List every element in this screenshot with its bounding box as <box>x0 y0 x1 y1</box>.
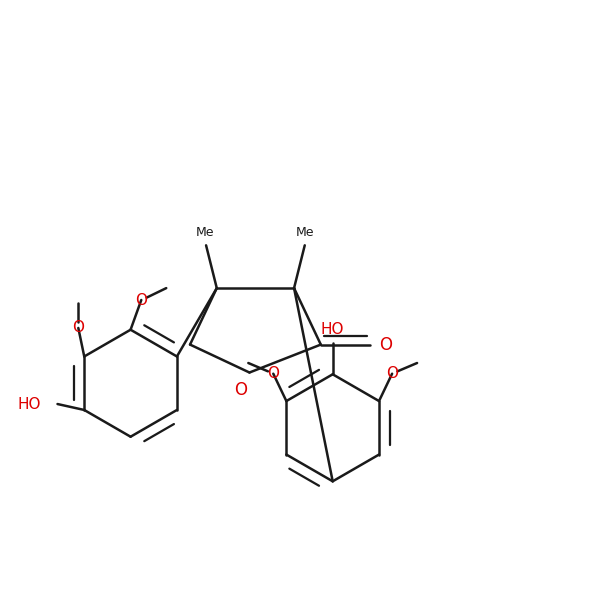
Text: HO: HO <box>17 397 41 412</box>
Text: O: O <box>267 366 279 381</box>
Text: O: O <box>386 366 398 381</box>
Text: Me: Me <box>196 226 215 239</box>
Text: O: O <box>379 335 392 353</box>
Text: O: O <box>234 382 247 400</box>
Text: Me: Me <box>296 226 314 239</box>
Text: O: O <box>135 293 147 308</box>
Text: O: O <box>73 320 85 335</box>
Text: HO: HO <box>321 322 344 337</box>
